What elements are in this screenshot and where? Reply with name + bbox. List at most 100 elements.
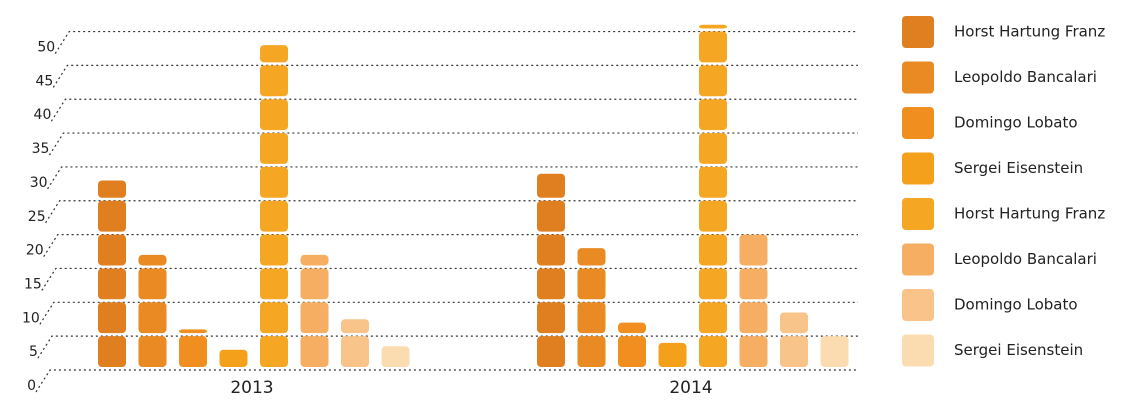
grid-line	[48, 132, 858, 156]
block	[699, 133, 727, 164]
block	[699, 65, 727, 97]
legend-label: Domingo Lobato	[954, 114, 1078, 132]
block	[537, 200, 565, 232]
block	[739, 302, 768, 334]
block	[260, 268, 288, 300]
block	[739, 268, 768, 300]
block	[219, 349, 248, 367]
legend-label: Horst Hartung Franz	[954, 205, 1105, 223]
block	[618, 336, 646, 367]
block	[260, 45, 288, 63]
bar	[699, 24, 727, 367]
legend-label: Horst Hartung Franz	[954, 23, 1105, 41]
bar	[138, 254, 167, 367]
legend-swatch	[902, 243, 934, 276]
block	[577, 336, 606, 367]
block	[260, 133, 288, 164]
block	[699, 24, 727, 29]
bar	[780, 312, 808, 367]
grid-line	[50, 98, 858, 122]
block	[739, 234, 768, 266]
block	[98, 336, 126, 367]
block	[300, 254, 329, 266]
block	[537, 234, 565, 266]
legend-swatch	[902, 152, 934, 185]
block	[699, 31, 727, 63]
y-tick-label: 30	[30, 175, 48, 191]
block	[699, 200, 727, 232]
x-tick-label: 2014	[669, 378, 712, 398]
bar	[219, 349, 248, 367]
bar	[618, 322, 646, 367]
y-tick-label: 40	[34, 107, 52, 123]
legend-swatch	[902, 289, 934, 321]
block	[699, 166, 727, 198]
legend-label: Sergei Eisenstein	[954, 341, 1083, 359]
grid-line	[43, 234, 858, 257]
block	[260, 166, 288, 198]
block	[138, 302, 167, 334]
y-tick-label: 5	[29, 344, 38, 360]
legend-swatch	[902, 334, 934, 367]
block	[179, 329, 207, 334]
block	[618, 322, 646, 334]
y-tick-label: 25	[28, 209, 46, 225]
block	[260, 65, 288, 97]
block	[699, 234, 727, 266]
block	[577, 302, 606, 334]
grid-line	[47, 166, 858, 190]
block	[820, 336, 849, 367]
y-tick-label: 10	[22, 310, 40, 326]
grid-line	[45, 200, 858, 224]
block	[699, 302, 727, 334]
bar	[658, 342, 687, 367]
block	[658, 342, 687, 367]
y-tick-label: 50	[37, 40, 55, 56]
legend-swatch	[902, 61, 934, 94]
block	[300, 336, 329, 367]
block	[537, 302, 565, 334]
bar	[341, 319, 369, 367]
y-tick-label: 0	[27, 378, 36, 394]
legend-swatch	[902, 198, 934, 230]
block	[699, 99, 727, 131]
y-tick-label: 35	[32, 141, 50, 157]
block	[537, 336, 565, 367]
legend-label: Leopoldo Bancalari	[954, 68, 1097, 86]
grid-line	[37, 335, 858, 359]
block	[699, 336, 727, 367]
bar	[179, 329, 207, 367]
block	[341, 319, 369, 334]
y-tick-label: 45	[35, 73, 53, 89]
block	[537, 173, 565, 198]
block	[138, 336, 167, 367]
block	[780, 336, 808, 367]
block	[98, 200, 126, 232]
grid-line	[52, 64, 858, 88]
block	[537, 268, 565, 300]
block	[260, 200, 288, 232]
block	[179, 336, 207, 367]
block	[577, 268, 606, 300]
block	[138, 254, 167, 266]
bar	[820, 336, 849, 367]
block	[98, 234, 126, 266]
block	[98, 268, 126, 300]
block	[260, 234, 288, 266]
block	[260, 99, 288, 131]
block	[699, 268, 727, 300]
block	[98, 302, 126, 334]
x-tick-label: 2013	[230, 378, 273, 398]
block	[381, 346, 410, 367]
legend-swatch	[902, 16, 934, 48]
block	[98, 180, 126, 198]
bar	[300, 254, 329, 367]
block	[300, 302, 329, 334]
bar	[260, 45, 288, 367]
grid-line	[35, 369, 858, 393]
block	[260, 302, 288, 334]
legend-label: Leopoldo Bancalari	[954, 250, 1097, 268]
bar	[98, 180, 126, 367]
block	[138, 268, 167, 300]
